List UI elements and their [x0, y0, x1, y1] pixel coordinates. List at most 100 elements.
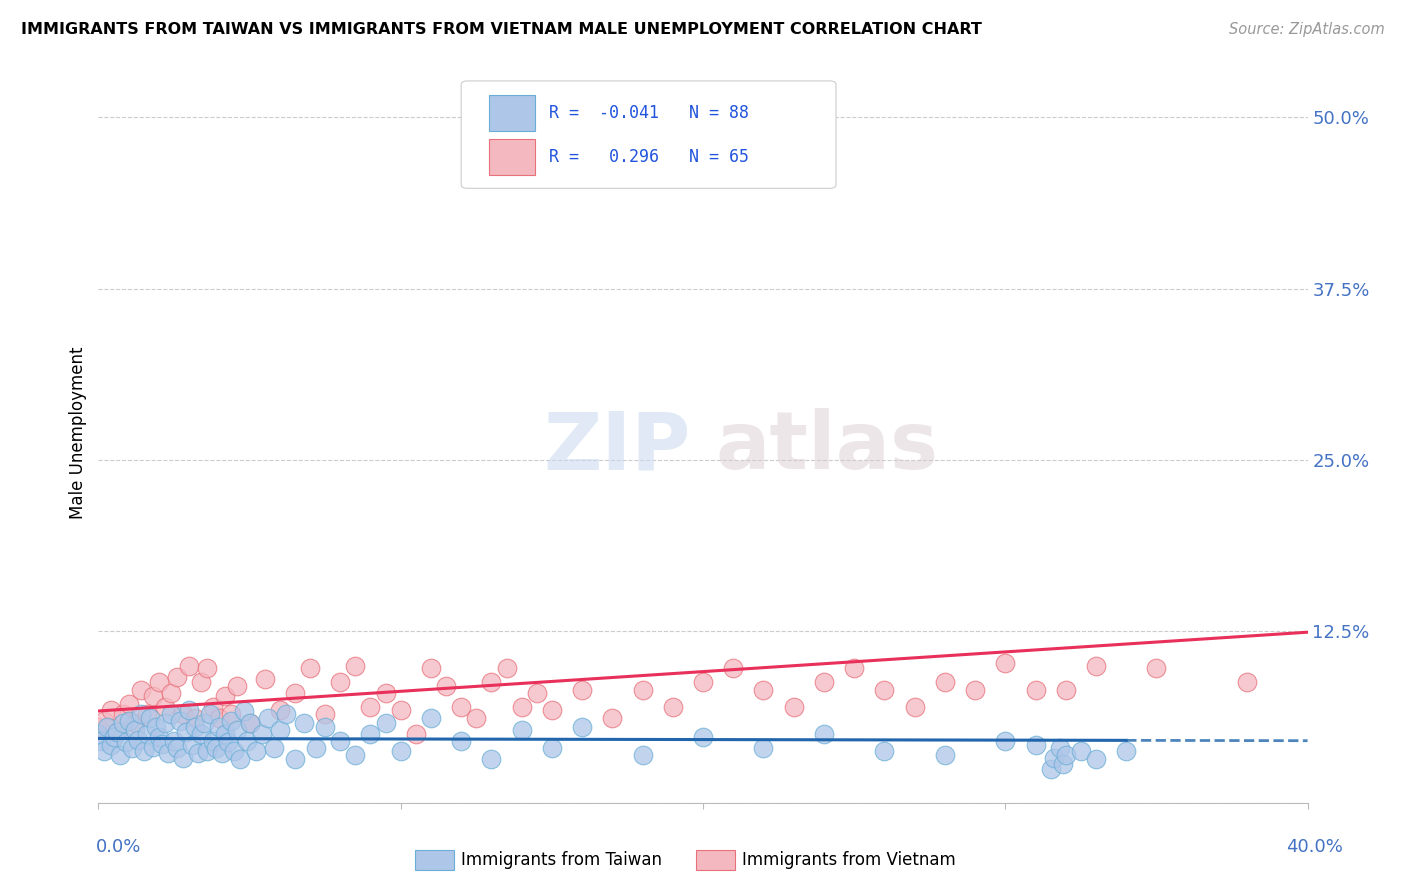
Point [813, 727, 835, 741]
Point [873, 683, 896, 698]
Point [187, 747, 209, 761]
Point [253, 673, 276, 687]
Text: Immigrants from Taiwan: Immigrants from Taiwan [461, 851, 662, 869]
Point [420, 711, 443, 725]
Point [374, 686, 396, 700]
Point [179, 658, 201, 673]
Point [1054, 683, 1077, 698]
Point [1042, 750, 1064, 764]
Point [1024, 738, 1046, 752]
Point [360, 727, 382, 741]
Point [114, 735, 136, 749]
Point [450, 699, 472, 714]
Point [1049, 741, 1071, 756]
Point [1115, 744, 1137, 758]
Point [965, 683, 987, 698]
Point [214, 727, 236, 741]
Point [844, 661, 866, 675]
Point [124, 716, 146, 731]
Point [132, 744, 155, 758]
Point [269, 702, 291, 716]
Point [934, 675, 956, 690]
Point [405, 727, 427, 741]
Point [139, 711, 162, 725]
Point [195, 744, 218, 758]
Point [111, 716, 134, 731]
Point [205, 741, 228, 756]
Point [602, 711, 624, 725]
Point [692, 730, 714, 744]
Point [329, 734, 352, 748]
Point [208, 720, 231, 734]
Point [571, 683, 593, 698]
Point [723, 661, 745, 675]
Text: R =   0.296   N = 65: R = 0.296 N = 65 [550, 148, 749, 166]
FancyBboxPatch shape [489, 95, 534, 130]
Text: Source: ZipAtlas.com: Source: ZipAtlas.com [1229, 22, 1385, 37]
Point [160, 686, 183, 700]
Point [284, 686, 307, 700]
Text: ZIP: ZIP [544, 409, 690, 486]
Point [305, 741, 328, 756]
Point [127, 732, 149, 747]
Point [434, 679, 457, 693]
Point [344, 658, 367, 673]
Point [156, 747, 179, 761]
Point [153, 699, 176, 714]
Point [142, 739, 165, 754]
Point [111, 706, 134, 721]
Point [148, 675, 170, 690]
Point [571, 720, 593, 734]
Point [184, 711, 207, 725]
Point [250, 727, 273, 741]
Point [181, 738, 204, 752]
Point [169, 714, 191, 728]
Point [1039, 762, 1062, 776]
Point [108, 747, 131, 762]
Point [813, 675, 835, 690]
Point [994, 656, 1017, 670]
Text: Immigrants from Vietnam: Immigrants from Vietnam [742, 851, 956, 869]
Point [239, 716, 262, 731]
Point [1085, 658, 1108, 673]
Point [752, 683, 775, 698]
Point [148, 730, 170, 744]
Point [235, 734, 257, 748]
Point [661, 699, 683, 714]
Point [1236, 675, 1258, 690]
Point [631, 747, 654, 762]
Point [481, 752, 503, 766]
Point [510, 699, 533, 714]
Point [263, 741, 285, 756]
Point [184, 720, 207, 734]
Point [229, 752, 252, 766]
Point [314, 706, 336, 721]
Point [100, 738, 122, 752]
Point [904, 699, 927, 714]
Point [692, 675, 714, 690]
Point [481, 675, 503, 690]
Point [172, 750, 194, 764]
Point [284, 752, 307, 766]
Point [420, 661, 443, 675]
Point [150, 737, 173, 751]
Point [96, 720, 118, 734]
Point [224, 744, 246, 758]
Point [329, 675, 352, 690]
Point [214, 689, 236, 703]
Point [344, 747, 367, 762]
Point [118, 714, 141, 728]
Point [217, 735, 239, 749]
Point [208, 711, 231, 725]
Y-axis label: Male Unemployment: Male Unemployment [69, 346, 87, 519]
Point [389, 744, 412, 758]
FancyBboxPatch shape [461, 81, 837, 188]
Point [153, 716, 176, 731]
Point [1085, 752, 1108, 766]
Point [135, 706, 157, 721]
Point [1070, 744, 1092, 758]
Point [195, 661, 218, 675]
Point [540, 741, 562, 756]
Point [160, 706, 183, 721]
Point [211, 747, 233, 761]
